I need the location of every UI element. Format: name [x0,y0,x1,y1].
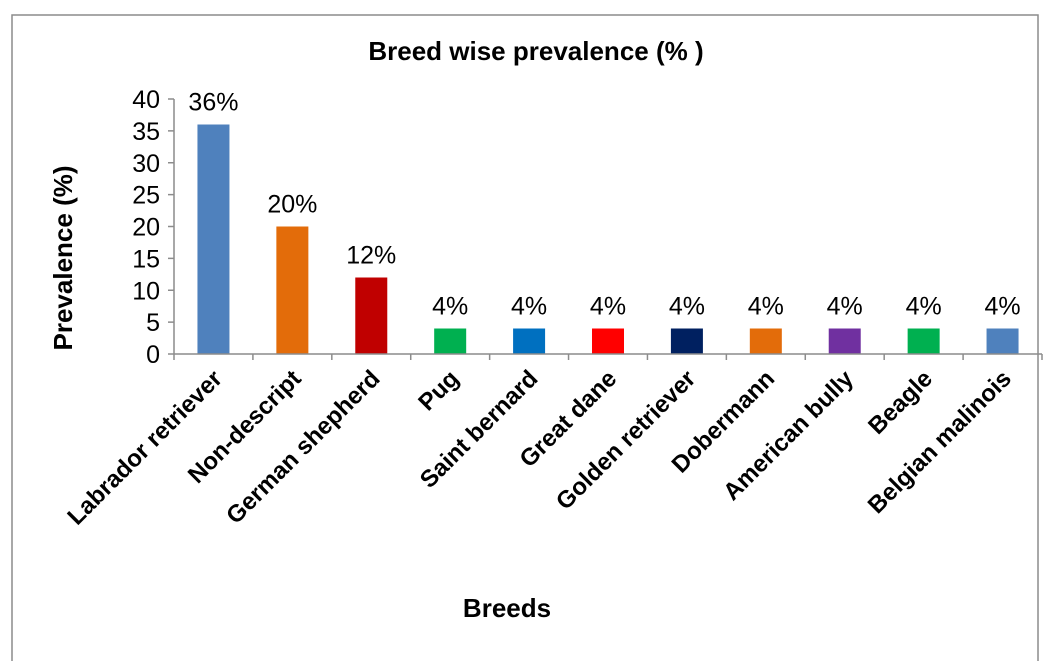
data-label: 4% [511,293,547,321]
data-labels-group: 36% 20% 12% 4% 4% 4% 4% 4% 4% 4% 4% [188,89,1020,321]
y-tick-label: 20 [132,214,160,242]
y-tick-label: 35 [132,118,160,146]
bar [276,226,309,354]
bar [828,328,861,354]
chart-title: Breed wise prevalence (% ) [368,36,703,66]
y-axis-title: Prevalence (%) [48,166,78,351]
bar [986,328,1019,354]
bars-group [197,124,1019,354]
bar [592,328,624,354]
bar [749,328,782,354]
y-tick-label: 15 [132,245,160,273]
bar [513,328,546,354]
bar [355,277,388,354]
data-label: 4% [906,293,942,321]
data-label: 4% [984,293,1020,321]
y-tick-label: 0 [146,341,160,369]
data-label: 4% [748,293,784,321]
data-label: 4% [432,293,468,321]
x-axis-title: Breeds [463,593,551,623]
y-tick-label: 10 [132,277,160,305]
data-label: 12% [346,242,396,270]
y-tick-label: 40 [132,86,160,114]
y-tick-label: 25 [132,182,160,210]
y-tick-label: 30 [132,150,160,178]
data-label: 4% [590,293,626,321]
y-axis: 0 5 10 15 20 25 30 35 40 [132,86,175,369]
data-label: 4% [827,293,863,321]
data-label: 36% [188,89,238,117]
data-label: 20% [267,191,317,219]
bar [434,328,467,354]
bar [197,124,230,354]
y-tick-label: 5 [146,309,160,337]
data-label: 4% [669,293,705,321]
bar [907,328,940,354]
bar [670,328,703,354]
